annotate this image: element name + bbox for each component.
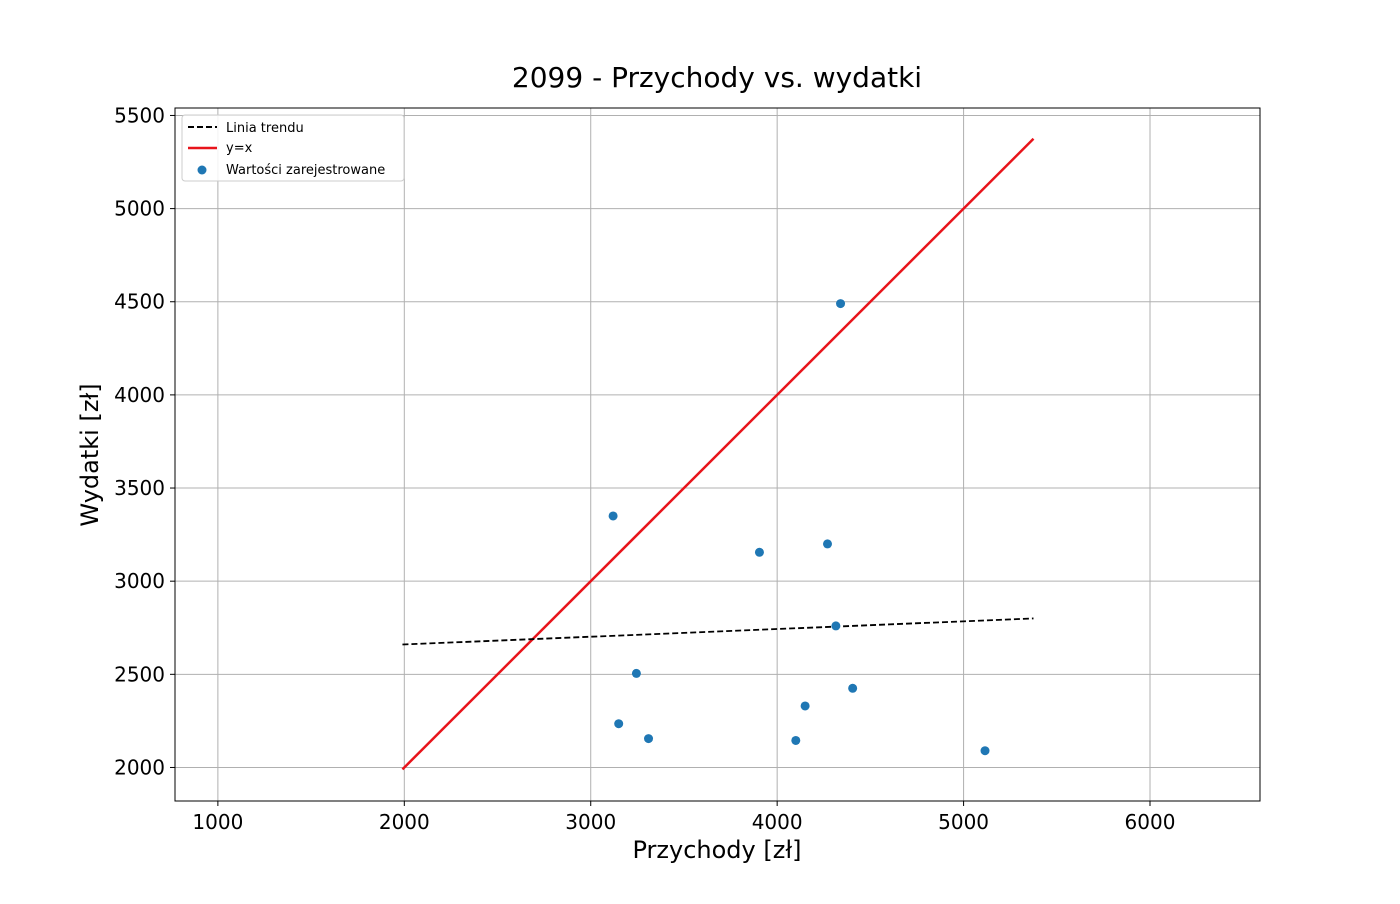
y-axis-label: Wydatki [zł]	[76, 383, 104, 526]
legend: Linia trendu y=x Wartości zarejestrowane	[181, 114, 405, 182]
y-tick-label: 2000	[114, 755, 165, 779]
grid	[175, 108, 1260, 801]
legend-trend-label: Linia trendu	[226, 121, 304, 136]
chart-title: 2099 - Przychody vs. wydatki	[512, 61, 922, 94]
data-point	[822, 539, 832, 549]
data-point	[848, 683, 858, 693]
y-tick-label: 2500	[114, 662, 165, 686]
legend-points-swatch	[197, 165, 207, 175]
plot-area-frame	[174, 107, 1261, 802]
y-tick-label: 3000	[114, 569, 165, 593]
x-tick-label: 2000	[379, 810, 430, 834]
data-points	[608, 299, 990, 756]
x-tick-label: 3000	[565, 810, 616, 834]
y-tick-label: 4500	[114, 290, 165, 314]
data-point	[800, 701, 810, 711]
y-tick-label: 4000	[114, 383, 165, 407]
y-tick-label: 5500	[114, 103, 165, 127]
legend-points-label: Wartości zarejestrowane	[226, 163, 385, 178]
x-tick-label: 6000	[1125, 810, 1176, 834]
trend-line	[402, 617, 1034, 646]
legend-box	[181, 114, 405, 182]
data-point	[836, 299, 846, 309]
data-point	[631, 668, 641, 678]
legend-identity-label: y=x	[226, 141, 253, 156]
x-tick-label: 4000	[752, 810, 803, 834]
data-point	[644, 734, 654, 744]
y-tick-label: 5000	[114, 197, 165, 221]
data-point	[791, 735, 801, 745]
y-tick-label: 3500	[114, 476, 165, 500]
series-lines	[401, 137, 1035, 771]
data-point	[614, 719, 624, 729]
data-point	[831, 621, 841, 631]
data-point	[754, 547, 764, 557]
x-tick-label: 1000	[192, 810, 243, 834]
data-point	[608, 511, 618, 521]
x-tick-label: 5000	[938, 810, 989, 834]
identity-line	[401, 137, 1035, 771]
x-axis-label: Przychody [zł]	[632, 836, 801, 864]
data-point	[980, 746, 990, 756]
axis-ticks: 1000 2000 3000 4000 5000 6000 2000 2500 3000 3500…	[114, 103, 1175, 834]
